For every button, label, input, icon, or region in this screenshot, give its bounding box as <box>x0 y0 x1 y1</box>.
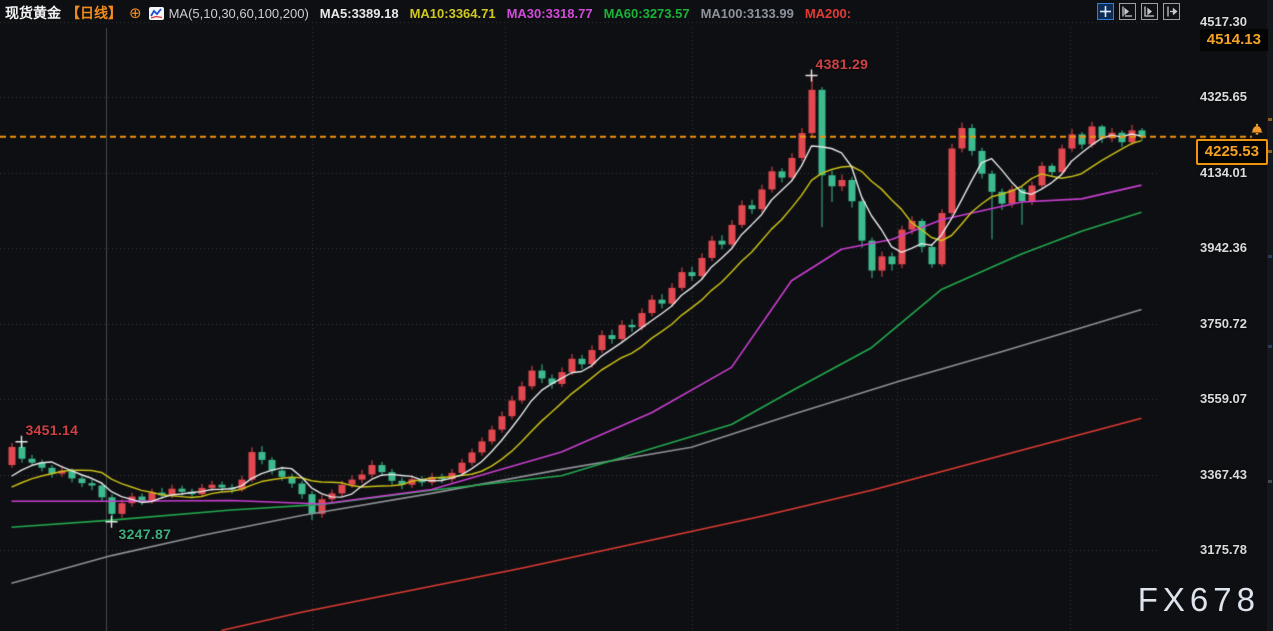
crosshair-tool-button[interactable] <box>1097 3 1114 20</box>
y-axis-label: 3175.78 <box>1200 542 1247 558</box>
add-indicator-icon[interactable]: ⊕ <box>129 4 142 22</box>
chart-toolbar <box>1097 3 1180 20</box>
pan-right-button[interactable] <box>1141 3 1158 20</box>
symbol-name: 现货黄金 <box>5 5 61 21</box>
fx678-watermark: FX678 <box>1137 581 1260 618</box>
pan-left-button[interactable] <box>1119 3 1136 20</box>
panel-edge-right <box>1267 0 1273 631</box>
y-axis-label: 3942.36 <box>1200 240 1247 256</box>
ma-group-label: MA(5,10,30,60,100,200) <box>168 5 309 21</box>
ma30-value: MA30:3318.77 <box>506 5 593 21</box>
timeframe-selector[interactable]: 【日线】 <box>66 5 122 21</box>
ma200-value: MA200: <box>804 5 852 21</box>
y-axis-label: 4134.01 <box>1200 164 1247 180</box>
price-extreme-annotation: 4381.29 <box>815 55 869 72</box>
y-axis-label: 4517.30 <box>1200 14 1247 29</box>
session-high-price-badge: 4514.13 <box>1199 29 1268 51</box>
ma10-value: MA10:3364.71 <box>409 5 496 21</box>
y-axis-label: 4325.65 <box>1200 89 1247 105</box>
y-axis-label: 3367.43 <box>1200 466 1247 482</box>
current-price-badge[interactable]: 4225.53 <box>1195 138 1268 165</box>
ma100-value: MA100:3133.99 <box>700 5 794 21</box>
mini-chart-icon[interactable] <box>148 6 164 20</box>
price-extreme-annotation: 3247.87 <box>118 525 172 542</box>
y-axis-label: 3750.72 <box>1200 315 1247 331</box>
chart-header: 现货黄金 【日线】 ⊕ MA(5,10,30,60,100,200) MA5:3… <box>0 0 1273 26</box>
ma60-value: MA60:3273.57 <box>603 5 690 21</box>
price-extreme-annotation: 3451.14 <box>25 421 79 438</box>
ma5-value: MA5:3389.18 <box>319 5 399 21</box>
y-axis-label: 3559.07 <box>1200 391 1247 407</box>
collapse-panel-button[interactable] <box>1163 3 1180 20</box>
price-alert-bell-icon[interactable] <box>1250 122 1265 140</box>
